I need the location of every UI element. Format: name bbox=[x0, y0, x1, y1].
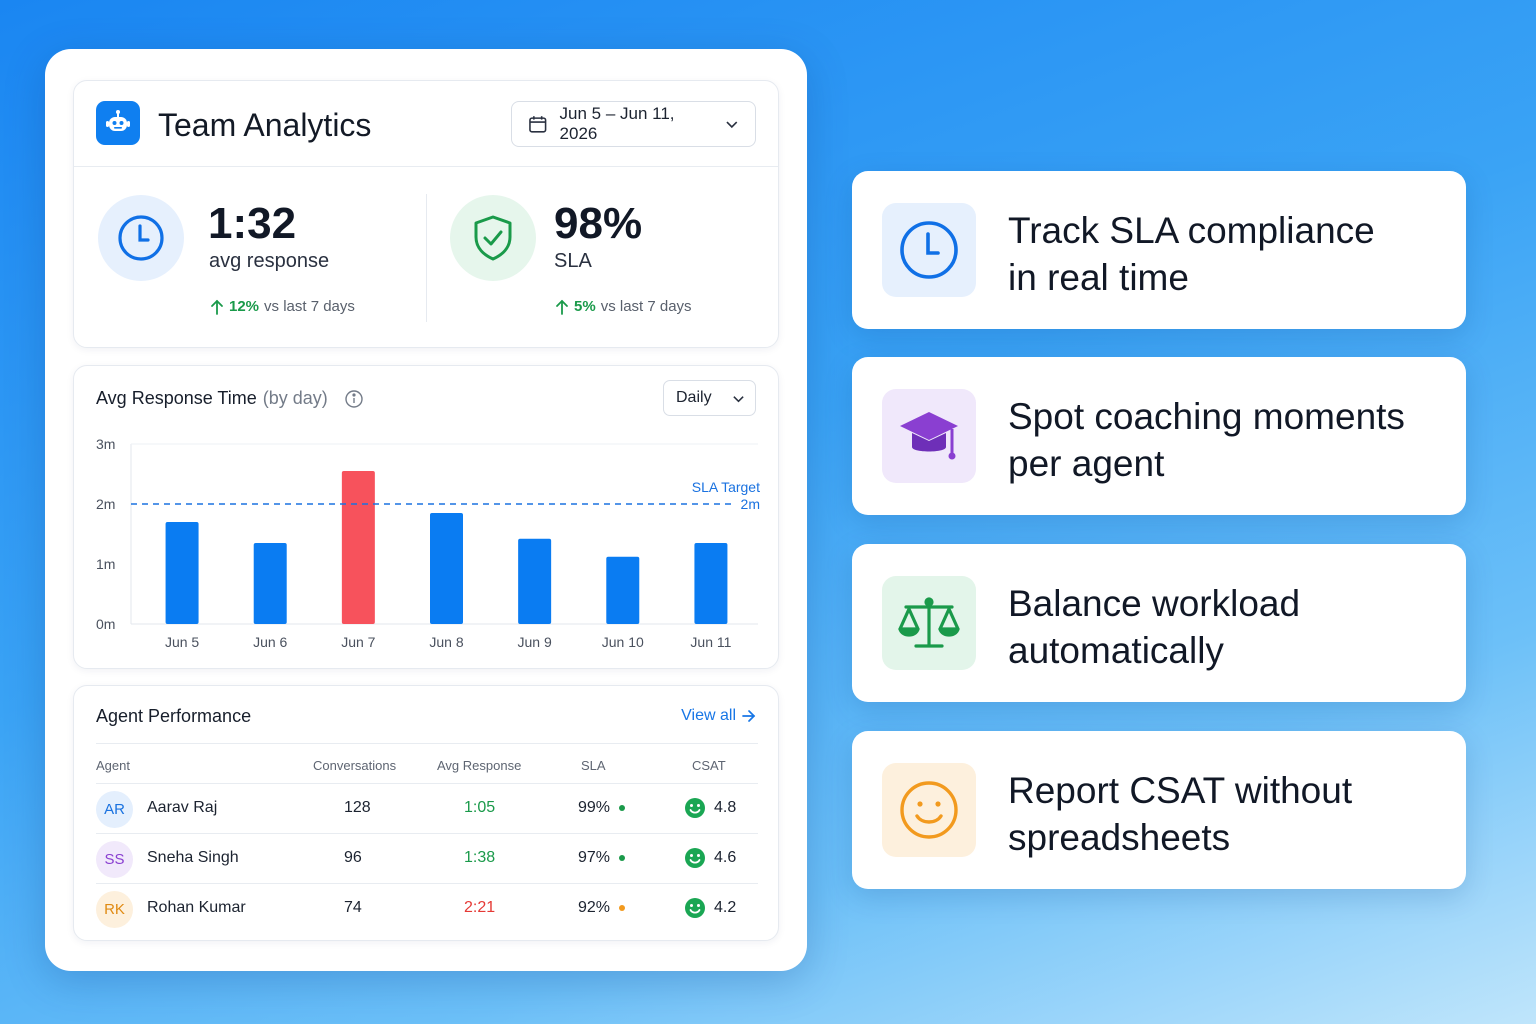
feature-card-csat: Report CSAT without spreadsheets bbox=[852, 731, 1466, 889]
chevron-down-icon bbox=[733, 395, 744, 402]
y-tick-label: 2m bbox=[96, 496, 115, 512]
bar bbox=[694, 543, 728, 624]
arrow-up-icon bbox=[211, 299, 223, 315]
avg-response-value: 2:21 bbox=[464, 899, 496, 916]
avatar: RK bbox=[96, 891, 133, 928]
chevron-down-icon bbox=[726, 121, 738, 129]
sla-status-dot bbox=[619, 904, 626, 911]
scales-icon bbox=[882, 576, 976, 670]
calendar-icon bbox=[529, 116, 547, 133]
table-row[interactable]: SS Sneha Singh 96 1:38 97% 4.6 bbox=[96, 833, 758, 883]
chart-title: Avg Response Time (by day) bbox=[96, 388, 364, 409]
sla-status-dot bbox=[619, 854, 626, 861]
feature-text: Track SLA compliance in real time bbox=[1008, 210, 1375, 298]
info-icon[interactable] bbox=[344, 389, 364, 409]
table-row[interactable]: AR Aarav Raj 128 1:05 99% 4.8 bbox=[96, 783, 758, 833]
bot-logo-icon bbox=[96, 101, 140, 145]
sla-value: 92% bbox=[578, 899, 626, 917]
smiley-icon bbox=[685, 848, 705, 868]
bar bbox=[606, 556, 640, 624]
x-tick-label: Jun 6 bbox=[253, 634, 287, 650]
agent-name: Aarav Raj bbox=[147, 799, 218, 816]
kpi-avg-response-label: avg response bbox=[209, 250, 330, 272]
conversations-count: 96 bbox=[344, 849, 362, 866]
date-range-label: Jun 5 – Jun 11, 2026 bbox=[559, 104, 675, 143]
x-tick-label: Jun 10 bbox=[602, 634, 644, 650]
y-tick-label: 0m bbox=[96, 616, 115, 632]
panel-header: Team Analytics Jun 5 – Jun 11, 2026 bbox=[74, 81, 778, 167]
agent-performance-title: Agent Performance bbox=[96, 706, 252, 726]
y-tick-label: 1m bbox=[96, 556, 115, 572]
csat-value: 4.2 bbox=[684, 897, 736, 919]
sla-value: 97% bbox=[578, 849, 626, 867]
col-sla: SLA bbox=[581, 758, 606, 773]
granularity-select[interactable]: Daily bbox=[663, 380, 756, 416]
date-range-picker[interactable]: Jun 5 – Jun 11, 2026 bbox=[511, 101, 756, 147]
feature-text: Balance workload automatically bbox=[1008, 583, 1301, 671]
sla-value: 99% bbox=[578, 799, 626, 817]
avg-response-value: 1:38 bbox=[464, 849, 496, 866]
kpi-avg-response-delta: 12% vs last 7 days bbox=[210, 298, 355, 315]
smiley-icon bbox=[882, 763, 976, 857]
feature-card-sla: Track SLA compliance in real time bbox=[852, 171, 1466, 329]
page-title: Team Analytics bbox=[158, 107, 372, 143]
col-avg-response: Avg Response bbox=[437, 758, 522, 773]
kpi-sla-label: SLA bbox=[554, 250, 592, 272]
bar bbox=[430, 513, 463, 624]
table-row[interactable]: RK Rohan Kumar 74 2:21 92% 4.2 bbox=[96, 883, 758, 933]
analytics-panel: Team Analytics Jun 5 – Jun 11, 2026 1:32… bbox=[45, 49, 807, 971]
bar-chart: 0m 1m 2m 3m Jun 5 Jun 6 Jun 7 Jun 8 Jun 9 Jun 10 J… bbox=[96, 436, 760, 650]
x-tick-label: Jun 9 bbox=[518, 634, 552, 650]
x-tick-label: Jun 11 bbox=[690, 634, 731, 650]
agent-performance-card: Agent Performance View all Agent Convers… bbox=[73, 685, 779, 941]
bar bbox=[165, 522, 199, 624]
col-agent: Agent bbox=[96, 758, 130, 773]
clock-icon bbox=[98, 195, 184, 281]
smiley-icon bbox=[685, 898, 705, 918]
conversations-count: 128 bbox=[344, 799, 371, 816]
kpi-sla-value: 98% bbox=[554, 199, 643, 248]
feature-card-workload: Balance workload automatically bbox=[852, 544, 1466, 702]
bar bbox=[341, 471, 375, 624]
response-time-chart-card: Avg Response Time (by day) Daily 0m 1m 2m 3… bbox=[73, 365, 779, 669]
avatar: AR bbox=[96, 791, 133, 828]
kpi-divider bbox=[426, 194, 427, 322]
sla-target-label: SLA Target bbox=[692, 479, 760, 495]
smiley-icon bbox=[685, 798, 705, 818]
summary-card: Team Analytics Jun 5 – Jun 11, 2026 1:32… bbox=[73, 80, 779, 348]
table-header: Agent Conversations Avg Response SLA CSA… bbox=[96, 743, 758, 783]
x-tick-label: Jun 8 bbox=[429, 634, 463, 650]
y-tick-label: 3m bbox=[96, 436, 115, 452]
conversations-count: 74 bbox=[344, 899, 362, 916]
avg-response-value: 1:05 bbox=[464, 799, 496, 816]
kpi-avg-response-value: 1:32 bbox=[208, 199, 297, 248]
view-all-link[interactable]: View all bbox=[681, 707, 756, 725]
col-conversations: Conversations bbox=[313, 758, 397, 773]
bar bbox=[518, 538, 552, 624]
bar bbox=[253, 543, 287, 624]
feature-card-coaching: Spot coaching moments per agent bbox=[852, 357, 1466, 515]
x-tick-label: Jun 7 bbox=[341, 634, 375, 650]
col-csat: CSAT bbox=[692, 758, 726, 773]
csat-value: 4.8 bbox=[684, 797, 736, 819]
feature-text: Spot coaching moments per agent bbox=[1008, 396, 1405, 484]
agent-name: Rohan Kumar bbox=[147, 899, 246, 916]
kpi-sla-delta: 5% vs last 7 days bbox=[555, 298, 692, 315]
arrow-right-icon bbox=[742, 710, 756, 722]
avatar: SS bbox=[96, 841, 133, 878]
sla-status-dot bbox=[619, 804, 626, 811]
arrow-up-icon bbox=[556, 299, 568, 315]
feature-text: Report CSAT without spreadsheets bbox=[1008, 770, 1353, 858]
csat-value: 4.6 bbox=[684, 847, 736, 869]
sla-target-value: 2m bbox=[741, 496, 760, 512]
x-tick-label: Jun 5 bbox=[165, 634, 199, 650]
clock-icon bbox=[882, 203, 976, 297]
agent-name: Sneha Singh bbox=[147, 849, 239, 866]
graduation-cap-icon bbox=[882, 389, 976, 483]
shield-check-icon bbox=[450, 195, 536, 281]
